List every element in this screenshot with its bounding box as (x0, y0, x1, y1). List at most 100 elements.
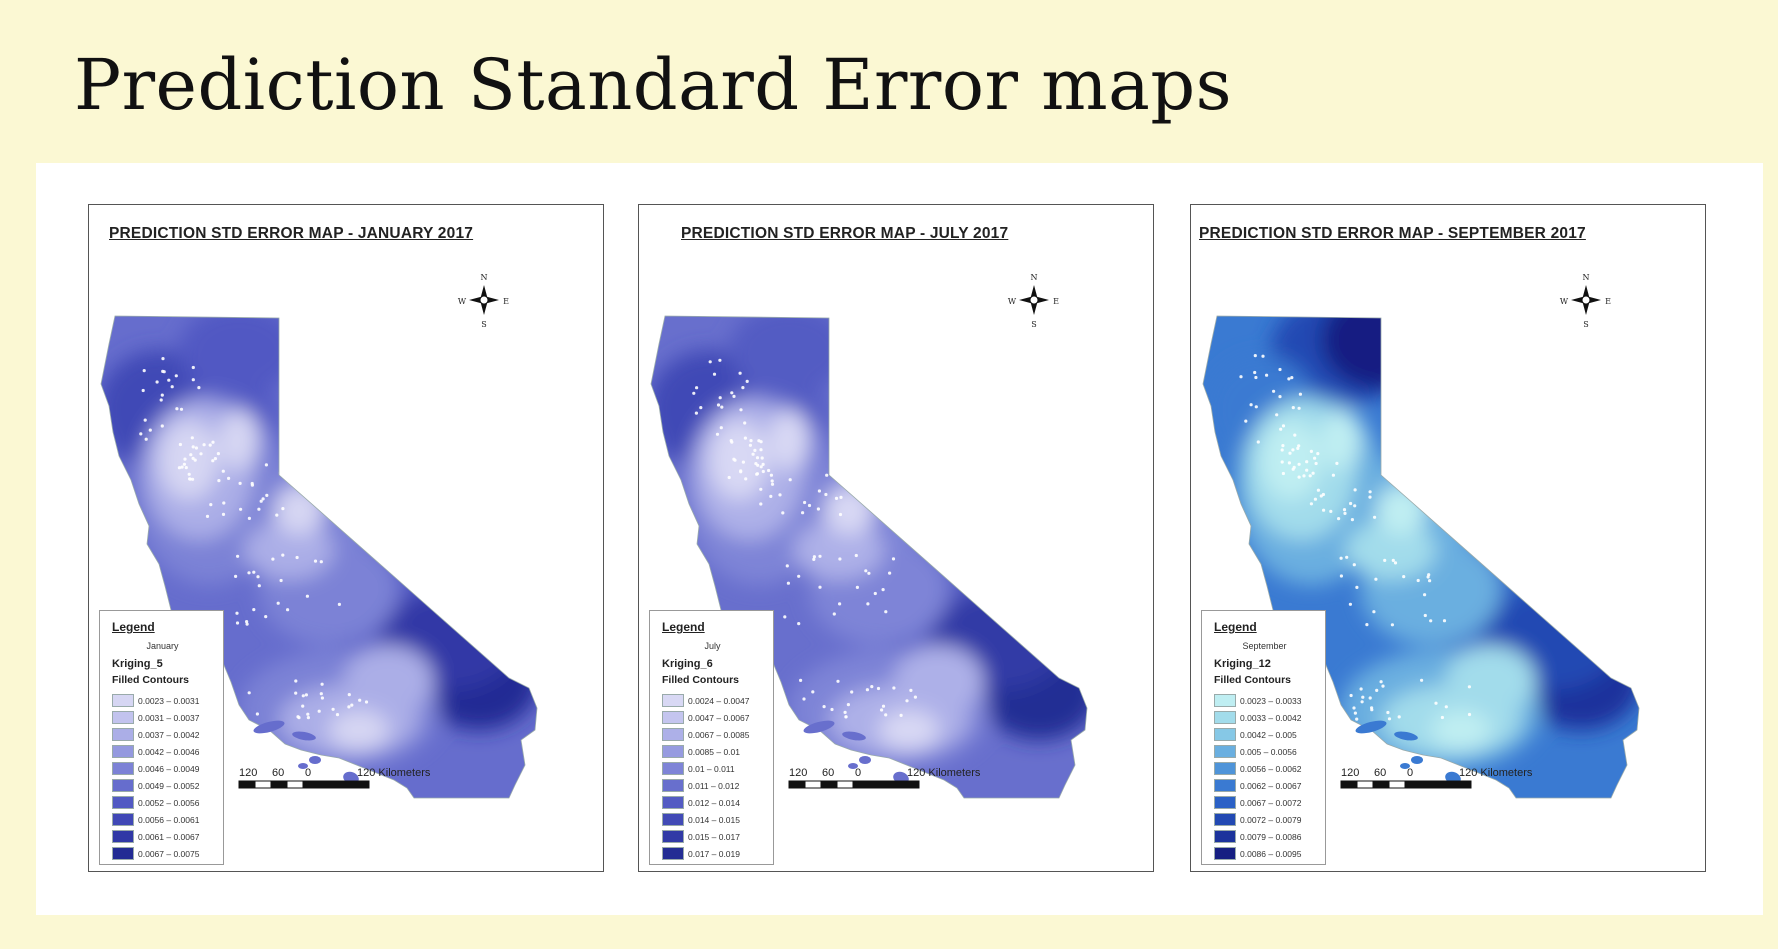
station-dot (1291, 448, 1295, 452)
legend-item: 0.005 – 0.0056 (1214, 743, 1301, 760)
station-dot (1321, 492, 1325, 497)
legend-item: 0.0067 – 0.0072 (1214, 794, 1301, 811)
station-dot (769, 473, 773, 477)
legend-layer-type: Filled Contours (662, 674, 739, 686)
station-dot (350, 703, 354, 707)
station-dot (205, 514, 210, 518)
station-dot (1281, 424, 1286, 428)
channel-island (309, 756, 321, 764)
scale-label-60: 60 (272, 767, 285, 779)
station-dot (830, 707, 834, 712)
station-dot (222, 501, 226, 505)
compass-label-s: S (481, 320, 486, 329)
legend-item-label: 0.017 – 0.019 (688, 848, 740, 859)
station-dot (867, 571, 871, 575)
station-dot (1368, 490, 1372, 494)
station-dot (892, 686, 896, 690)
station-dot (294, 691, 298, 695)
station-dot (1339, 574, 1343, 578)
station-dot (275, 513, 279, 517)
legend-item-label: 0.0086 – 0.0095 (1240, 848, 1302, 859)
station-dot (838, 557, 842, 561)
station-dot (252, 570, 256, 574)
legend-item-label: 0.0024 – 0.0047 (688, 695, 750, 706)
map-layer (1202, 315, 1640, 799)
station-dot (802, 697, 806, 701)
station-dot (1361, 695, 1365, 699)
legend-item-label: 0.0056 – 0.0062 (1240, 763, 1302, 774)
station-dot (781, 511, 785, 515)
legend-item: 0.0031 – 0.0037 (112, 709, 199, 726)
station-dot (870, 685, 874, 689)
station-dot (1305, 468, 1309, 472)
map-title: PREDICTION STD ERROR MAP - SEPTEMBER 201… (1199, 225, 1586, 242)
station-dot (1293, 433, 1297, 437)
channel-island (842, 731, 866, 741)
station-dot (347, 705, 351, 709)
station-dot (288, 477, 292, 481)
station-dot (1308, 474, 1312, 478)
contour-zone (894, 645, 984, 715)
station-dot (1349, 693, 1353, 698)
station-dot (247, 571, 251, 575)
station-dot (141, 388, 145, 393)
station-dot (799, 678, 803, 682)
station-dot (846, 703, 850, 707)
station-dot (738, 371, 742, 375)
station-dot (741, 460, 745, 464)
station-dot (1391, 558, 1395, 562)
station-dot (159, 398, 163, 402)
station-dot (770, 482, 775, 486)
station-dot (913, 695, 917, 699)
station-dot (1281, 471, 1285, 476)
station-dot (148, 428, 152, 432)
station-dot (1322, 508, 1326, 512)
legend-month: January (146, 641, 179, 651)
contour-zone (344, 645, 434, 715)
legend-classes: 0.0023 – 0.0031 0.0031 – 0.0037 0.0037 – 0… (112, 692, 199, 862)
station-dot (1280, 448, 1284, 452)
station-dot (1287, 461, 1291, 465)
legend-item-label: 0.0042 – 0.0046 (138, 746, 200, 757)
legend-item-label: 0.0023 – 0.0031 (138, 695, 200, 706)
legend-swatch (112, 711, 134, 724)
station-dot (235, 621, 240, 625)
station-dot (294, 679, 298, 683)
legend-item-label: 0.012 – 0.014 (688, 797, 740, 808)
station-dot (743, 421, 747, 425)
station-dot (170, 385, 174, 389)
station-dot (1353, 711, 1357, 715)
legend-swatch (662, 796, 684, 809)
station-dot (770, 479, 774, 483)
legend-item-label: 0.0067 – 0.0072 (1240, 797, 1302, 808)
legend-swatch (1214, 813, 1236, 826)
station-dot (748, 443, 752, 447)
station-dot (199, 452, 203, 456)
legend-item-label: 0.0056 – 0.0061 (138, 814, 200, 825)
legend-swatch (1214, 745, 1236, 758)
station-dot (281, 507, 285, 511)
station-dot (1256, 440, 1260, 444)
legend-swatch (1214, 830, 1236, 843)
legend-item: 0.0056 – 0.0061 (112, 811, 199, 828)
compass-label-e: E (1053, 297, 1059, 306)
station-dot (718, 396, 722, 400)
legend-item-label: 0.0047 – 0.0067 (688, 712, 750, 723)
scale-label-0: 0 (305, 767, 312, 779)
legend-item-label: 0.0033 – 0.0042 (1240, 712, 1302, 723)
station-dot (143, 418, 147, 422)
scale-label-km: 120 Kilometers (1459, 767, 1533, 779)
contour-zone (244, 520, 334, 580)
station-dot (1253, 370, 1257, 375)
scale-label-0: 0 (1407, 767, 1414, 779)
scale-bar (1340, 780, 1472, 789)
legend-swatch (112, 745, 134, 758)
station-dot (1239, 375, 1243, 379)
station-dot (1420, 678, 1424, 682)
legend-swatch (112, 830, 134, 843)
station-dot (160, 393, 164, 397)
station-dot (211, 459, 215, 463)
station-dot (160, 424, 164, 428)
station-dot (1253, 354, 1257, 358)
station-dot (1386, 465, 1390, 469)
